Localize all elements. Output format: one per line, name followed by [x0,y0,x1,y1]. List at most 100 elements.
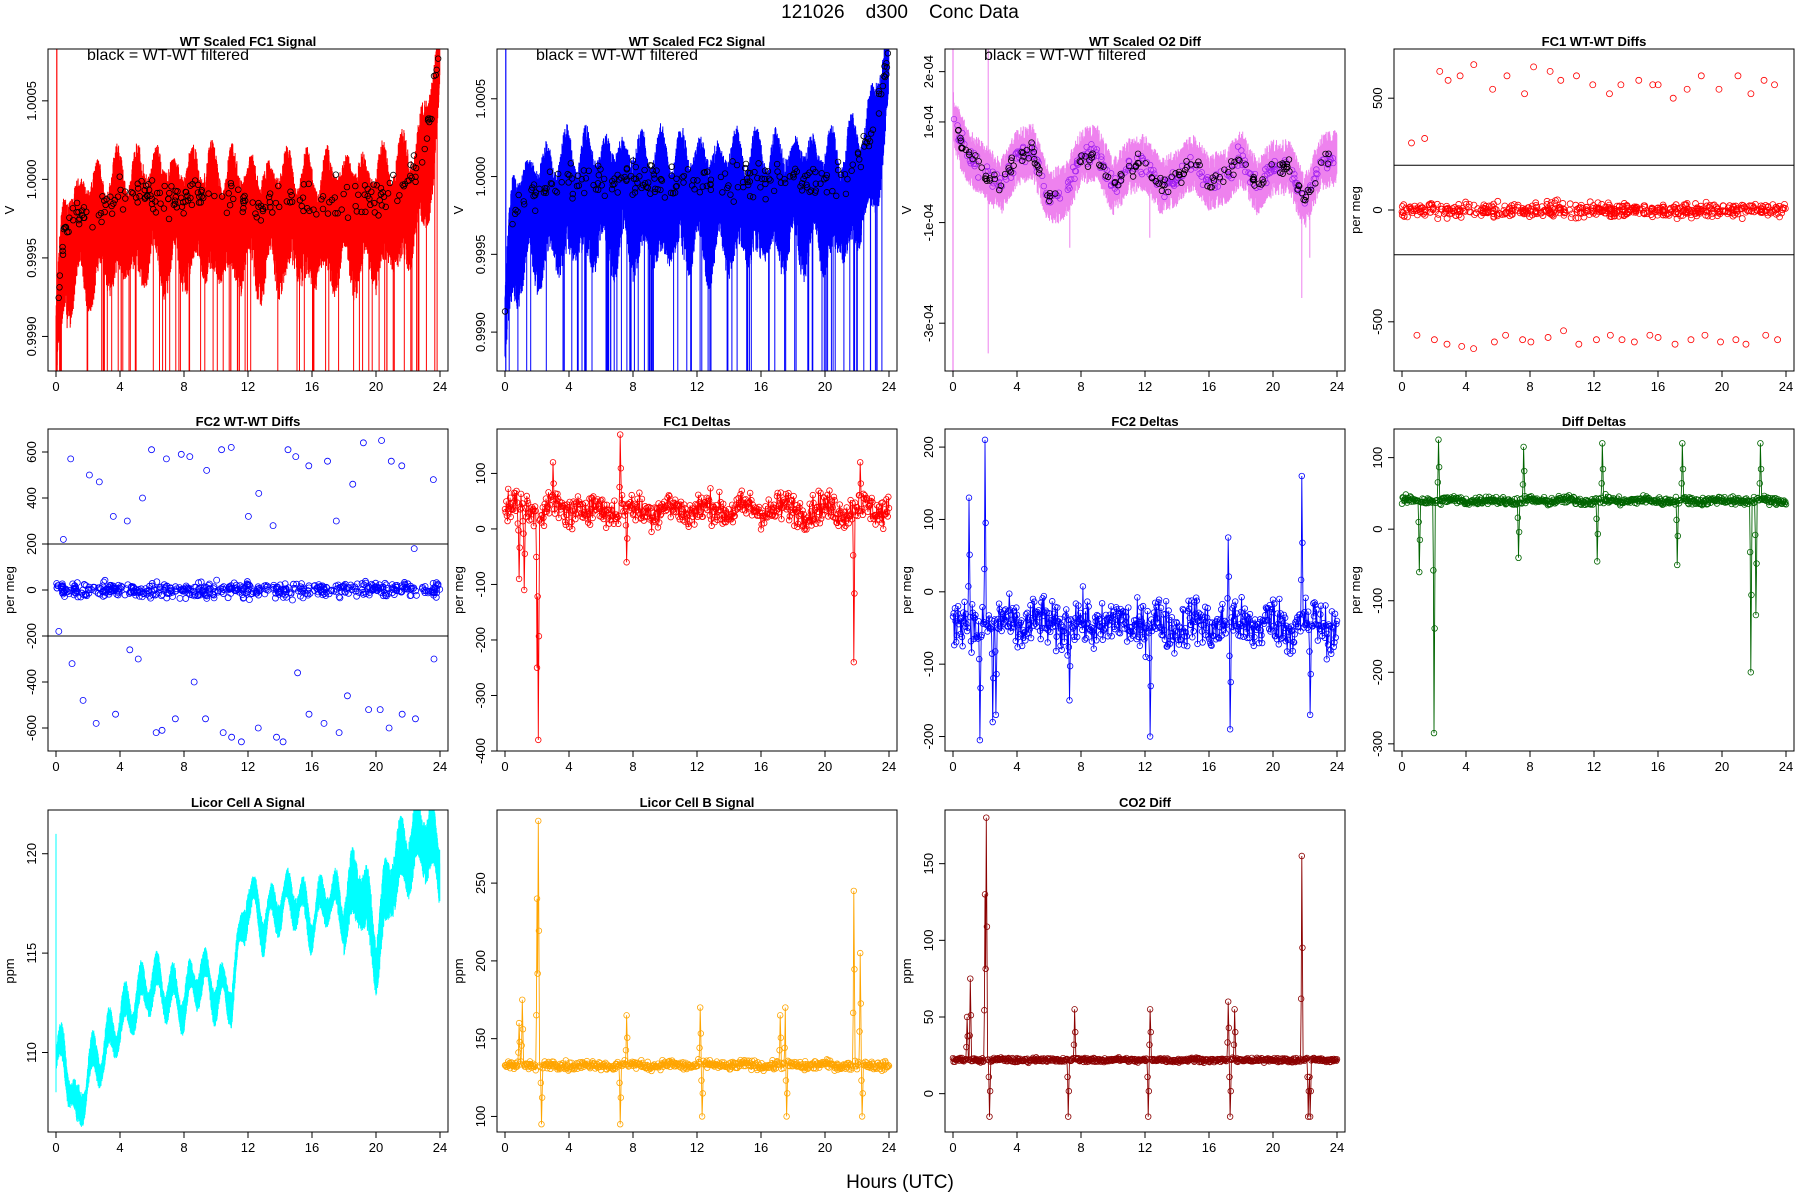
filtered-point [581,189,588,197]
delta-point [845,520,852,527]
scatter-point [353,592,361,600]
delta-point [1277,610,1284,617]
filtered-point [1235,156,1242,163]
scatter-point [101,591,109,599]
delta-point [1142,653,1149,661]
filtered-point [782,179,789,187]
filtered-points [501,50,892,315]
filtered-point [1302,193,1310,201]
filtered-point [719,189,726,196]
scatter-point [205,582,213,589]
scatter-point [305,584,313,592]
filtered-point [319,205,327,213]
filtered-point [884,50,892,57]
delta-point [986,1113,993,1120]
delta-point [611,497,618,504]
delta-point [1100,626,1107,633]
delta-point [577,502,584,509]
x-tick-label: 4 [1013,379,1020,394]
delta-point [782,1004,789,1011]
delta-point [1024,609,1031,617]
filtered-point [651,188,659,196]
filtered-point [986,177,993,184]
delta-point [1162,610,1169,618]
o2-point [950,115,958,123]
filtered-point [869,126,877,133]
filtered-point [1228,158,1235,165]
delta-point [1134,594,1141,601]
delta-point [662,507,669,515]
delta-point [1223,621,1231,628]
delta-point [969,601,976,608]
delta-point [1064,616,1072,623]
delta-point [1757,465,1765,473]
delta-point [1310,600,1317,607]
filtered-point [1207,184,1214,191]
filtered-point [166,189,173,197]
delta-point [642,509,649,516]
scatter-point [1474,205,1482,213]
scatter-point [1628,204,1636,212]
filtered-point [255,203,262,210]
filtered-point [434,55,442,62]
outlier-point [1701,331,1709,339]
outlier-point [1443,340,1451,348]
delta-point [776,508,783,516]
filtered-point [520,198,527,205]
delta-point [520,530,527,537]
delta-point [1237,632,1244,640]
delta-point [1599,440,1606,447]
delta-point [1088,638,1096,645]
outlier-point [1405,413,1411,419]
filtered-point [1182,166,1189,174]
delta-point [1146,733,1154,740]
scatter-point [149,591,157,599]
delta-point [650,516,658,524]
y-tick-label: 0 [1370,206,1385,213]
delta-point [515,575,523,583]
delta-point [1098,600,1106,607]
delta-point [1190,627,1197,635]
delta-point [698,494,705,501]
filtered-point [699,183,706,190]
filtered-point [701,169,708,176]
scatter-point [243,578,251,585]
filtered-point [1008,154,1016,161]
delta-point [774,1060,781,1068]
delta-point [1177,636,1185,644]
delta-point [1165,607,1172,614]
o2-point [1263,179,1270,187]
filtered-point [542,189,550,197]
delta-point [1091,631,1098,639]
delta-point [1195,609,1202,617]
scatter-point [121,591,129,599]
delta-point [1274,610,1281,617]
x-tick-label: 24 [433,379,447,394]
delta-point [761,519,768,527]
filtered-point [649,167,656,174]
delta-point [638,495,646,503]
filtered-point [98,218,105,226]
filtered-point [182,188,190,196]
delta-point [1152,625,1160,632]
delta-point [1114,621,1121,629]
delta-point [1136,613,1143,620]
x-tick-label: 8 [180,379,187,394]
scatter-point [197,578,205,586]
delta-point [1007,628,1014,635]
outlier-point [1687,336,1695,344]
scatter-point [165,590,173,598]
filtered-point [174,188,181,195]
y-tick-label: 600 [24,441,39,463]
delta-point [867,497,875,505]
filtered-point [883,60,890,67]
scatter-point [1533,203,1541,211]
scatter-point [1576,208,1584,216]
filtered-point [59,247,66,255]
delta-point [707,485,714,492]
delta-point [809,491,817,499]
o2-point [1117,173,1124,180]
delta-point [516,1038,523,1046]
delta-point [1070,624,1077,631]
filtered-point [781,176,788,183]
